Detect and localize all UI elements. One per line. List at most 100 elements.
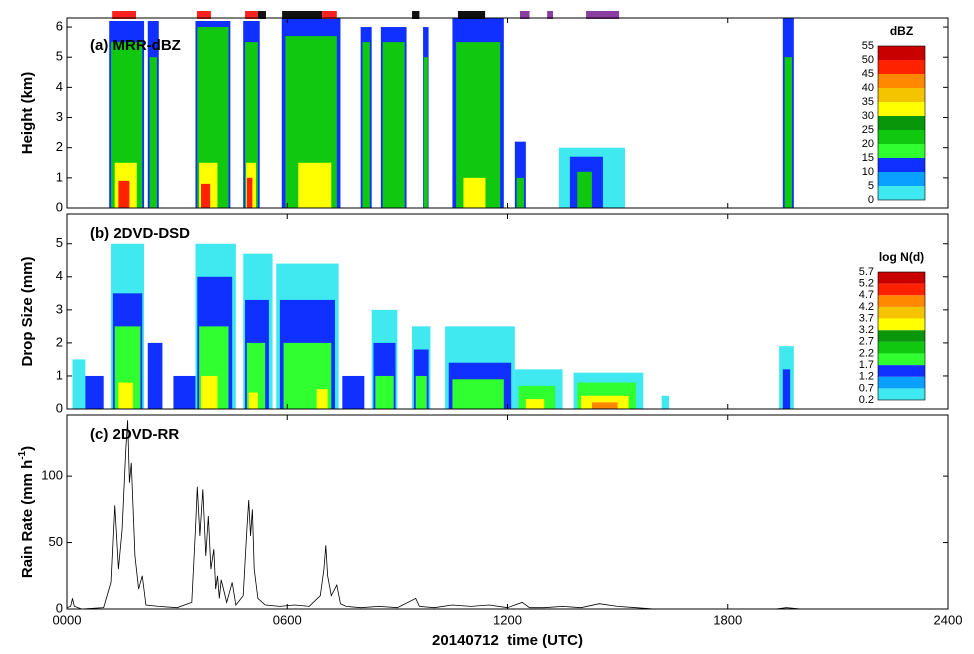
echo-region [375, 375, 394, 409]
colorbar-tick-label: 1.2 [859, 371, 874, 383]
colorbar-swatch [878, 295, 925, 307]
colorbar-frame [877, 271, 926, 401]
colorbar-tick-label: 15 [862, 152, 874, 164]
echo-region [382, 42, 405, 208]
class-marker [547, 11, 554, 19]
colorbar-tick-label: 3.7 [859, 312, 874, 324]
colorbar-title: log N(d) [879, 250, 924, 264]
colorbar-tick-label: 0 [868, 194, 874, 206]
plot-area [109, 18, 794, 208]
echo-region [316, 389, 328, 409]
colorbar-tick-label: 3.2 [859, 324, 874, 336]
y-tick-label: 2 [56, 334, 63, 349]
plot-area [72, 243, 794, 409]
panel-label: (b) 2DVD-DSD [90, 225, 190, 242]
class-marker [586, 11, 620, 19]
echo-region [200, 375, 218, 409]
echo-region [248, 392, 258, 409]
colorbar-swatch [878, 186, 925, 200]
class-marker [245, 11, 258, 19]
echo-region [591, 402, 618, 409]
class-marker [412, 11, 420, 19]
echo-region [85, 375, 104, 409]
x-tick-label: 0000 [53, 612, 82, 627]
colorbar-swatch [878, 306, 925, 319]
echo-region [423, 57, 428, 208]
colorbar-tick-label: 2.2 [859, 347, 874, 359]
panel-label: (a) MRR-dBZ [90, 37, 181, 54]
class-marker [322, 11, 337, 19]
colorbar-swatch [878, 388, 925, 400]
y-tick-label: 100 [41, 468, 63, 483]
colorbar-title: dBZ [890, 24, 913, 38]
echo-region [147, 342, 163, 409]
echo-region [118, 382, 134, 409]
panel-label: (c) 2DVD-RR [90, 426, 179, 443]
colorbar-swatch [878, 116, 925, 130]
y-tick-label: 0 [56, 199, 63, 214]
echo-region [415, 375, 427, 409]
y-tick-label: 5 [56, 49, 63, 64]
y-tick-label: 5 [56, 235, 63, 250]
echo-region [72, 359, 86, 409]
colorbar-swatch [878, 88, 925, 102]
colorbar-swatch [878, 341, 925, 354]
y-axis-label-text: Drop Size (mm) [19, 256, 36, 366]
colorbar-tick-label: 50 [862, 54, 874, 66]
colorbar-swatch [878, 102, 925, 116]
colorbar-tick-label: 4.7 [859, 289, 874, 301]
class-marker [112, 11, 137, 19]
class-marker [282, 11, 323, 19]
colorbar-swatch [878, 144, 925, 158]
colorbar-swatch [878, 353, 925, 366]
colorbar-swatch [878, 318, 925, 331]
x-tick-label: 1200 [493, 612, 522, 627]
y-tick-label: 3 [56, 109, 63, 124]
class-marker [457, 11, 486, 19]
class-marker [257, 11, 266, 19]
colorbar-tick-label: 5.7 [859, 266, 874, 278]
colorbar-tick-label: 5.2 [859, 278, 874, 290]
echo-region [342, 375, 365, 409]
y-tick-label: 3 [56, 301, 63, 316]
y-axis-label-text: Height (km) [19, 72, 36, 155]
echo-region [173, 375, 196, 409]
colorbar-tick-label: 45 [862, 68, 874, 80]
colorbar-swatch [878, 130, 925, 144]
x-axis-label: 20140712 time (UTC) [432, 632, 583, 649]
echo-region [784, 57, 792, 208]
colorbar-tick-label: 0.2 [859, 394, 874, 406]
colorbar-swatch [878, 46, 925, 60]
colorbar-tick-label: 1.7 [859, 359, 874, 371]
x-tick-label: 2400 [934, 612, 963, 627]
colorbar-swatch [878, 330, 925, 342]
class-marker [519, 11, 530, 19]
y-axis-label-sup: -1 [17, 450, 28, 459]
y-axis-label: Drop Size (mm) [19, 256, 36, 366]
y-axis-label: Height (km) [19, 72, 36, 155]
colorbar-swatch [878, 376, 925, 389]
colorbar-swatch [878, 74, 925, 88]
colorbar-tick-label: 4.2 [859, 301, 874, 313]
echo-region [516, 177, 525, 208]
colorbar-swatch [878, 60, 925, 74]
colorbar-swatch [878, 158, 925, 172]
colorbar-swatch [878, 365, 925, 377]
colorbar-swatch [878, 283, 925, 296]
colorbar-frame [877, 45, 926, 201]
y-axis-label: Rain Rate (mm h-1) [17, 446, 36, 578]
y-tick-label: 50 [49, 534, 63, 549]
plot-area [67, 420, 948, 609]
colorbar-tick-label: 35 [862, 96, 874, 108]
y-tick-label: 2 [56, 139, 63, 154]
echo-region [200, 183, 211, 208]
y-tick-label: 4 [56, 268, 63, 283]
colorbar-tick-label: 5 [868, 180, 874, 192]
class-marker [196, 11, 211, 19]
echo-region [782, 369, 791, 409]
rain-rate-line [67, 420, 948, 609]
colorbar-tick-label: 0.7 [859, 382, 874, 394]
echo-region [661, 395, 670, 409]
echo-region [525, 399, 545, 409]
